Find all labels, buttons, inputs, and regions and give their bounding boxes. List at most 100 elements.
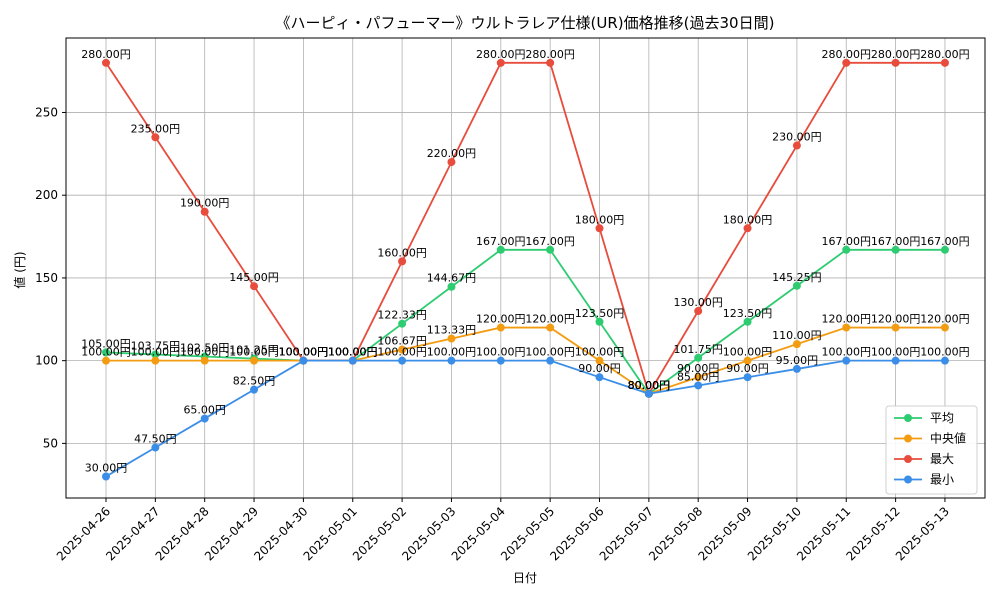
data-label: 80.00円 <box>628 379 671 392</box>
data-label: 100.00円 <box>427 346 477 359</box>
data-point <box>200 414 209 423</box>
series-line-0 <box>105 248 945 396</box>
data-point <box>102 58 110 67</box>
legend-box <box>885 405 978 495</box>
data-point <box>250 385 259 394</box>
data-label: 100.00円 <box>377 346 427 359</box>
data-point <box>694 373 703 382</box>
data-label: 280.00円 <box>525 48 575 61</box>
data-point <box>644 389 653 398</box>
data-label: 100.00円 <box>723 346 773 359</box>
data-label: 100.00円 <box>575 346 625 359</box>
data-point <box>151 350 160 359</box>
data-point <box>940 58 949 67</box>
data-point <box>792 340 801 349</box>
data-point <box>546 323 555 332</box>
data-label: 160.00円 <box>377 246 427 259</box>
legend-label: 最小 <box>930 473 954 487</box>
plot-frame <box>65 37 986 499</box>
data-label: 100.00円 <box>81 346 131 359</box>
data-label: 100.00円 <box>920 346 970 359</box>
series-layer <box>102 58 949 481</box>
data-label: 100.00円 <box>822 346 872 359</box>
data-point <box>792 364 801 373</box>
data-label: 80.00円 <box>628 379 671 392</box>
data-label: 47.50円 <box>134 433 177 446</box>
series-line-1 <box>106 326 945 395</box>
data-label: 167.00円 <box>525 235 575 248</box>
data-label: 101.75円 <box>673 343 723 356</box>
legend-marker <box>904 434 912 443</box>
data-label: 167.00円 <box>920 235 970 248</box>
data-point <box>546 245 555 254</box>
data-point <box>842 58 851 67</box>
data-point <box>496 58 505 67</box>
data-point <box>891 245 900 254</box>
data-point <box>546 356 555 365</box>
data-point <box>250 356 259 365</box>
y-tick-label: 100 <box>35 354 58 368</box>
series-line-3 <box>105 359 945 478</box>
data-label: 65.00円 <box>183 404 226 417</box>
data-point <box>595 317 604 326</box>
data-label: 113.33円 <box>427 324 477 337</box>
grid-layer <box>66 38 985 498</box>
data-label: 102.50円 <box>180 342 230 355</box>
data-label: 123.50円 <box>723 307 773 320</box>
data-point <box>940 323 949 332</box>
legend-marker <box>904 414 912 422</box>
data-label: 100.00円 <box>328 346 378 359</box>
data-label: 106.67円 <box>377 335 427 348</box>
data-point <box>496 245 505 254</box>
data-label: 190.00円 <box>180 197 230 210</box>
data-label: 90.00円 <box>726 362 769 375</box>
data-label: 95.00円 <box>776 354 819 367</box>
y-tick-label: 50 <box>43 436 58 450</box>
data-labels-layer: 105.00円 103.75円 102.50円 101.25円 100.00円 100.0… <box>81 48 969 475</box>
data-point <box>546 58 555 67</box>
data-label: 100.00円 <box>279 346 329 359</box>
data-label: 180.00円 <box>575 213 625 226</box>
data-point <box>792 141 801 150</box>
data-label: 120.00円 <box>476 313 526 326</box>
data-point <box>891 323 900 332</box>
data-point <box>743 224 752 233</box>
data-point <box>398 356 407 365</box>
y-axis-label: 値 (円) <box>12 251 27 288</box>
y-tick-label: 250 <box>35 105 58 119</box>
data-label: 145.00円 <box>229 271 279 284</box>
data-label: 100.00円 <box>279 346 329 359</box>
data-point <box>398 257 407 266</box>
data-point <box>102 472 110 481</box>
data-label: 130.00円 <box>673 296 723 309</box>
data-point <box>447 158 456 167</box>
data-point <box>595 373 604 382</box>
data-label: 230.00円 <box>772 131 822 144</box>
data-label: 100.00円 <box>328 346 378 359</box>
data-label: 100.00円 <box>131 346 181 359</box>
data-label: 110.00円 <box>772 329 822 342</box>
data-point <box>842 323 851 332</box>
data-point <box>398 345 407 354</box>
data-label: 120.00円 <box>871 313 921 326</box>
data-point <box>447 334 456 343</box>
legend-marker <box>904 455 912 463</box>
data-label: 280.00円 <box>476 48 526 61</box>
data-point <box>792 281 801 290</box>
data-label: 280.00円 <box>822 48 872 61</box>
data-label: 280.00円 <box>81 48 131 61</box>
data-point <box>743 317 752 326</box>
data-point <box>102 348 110 357</box>
data-label: 80.00円 <box>628 379 671 392</box>
data-label: 180.00円 <box>723 213 773 226</box>
data-point <box>842 356 851 365</box>
y-tick-label: 150 <box>35 271 58 285</box>
data-label: 280.00円 <box>920 48 970 61</box>
data-point <box>694 307 703 316</box>
data-point <box>102 356 110 365</box>
data-point <box>151 356 160 365</box>
y-tick-label: 200 <box>35 188 58 202</box>
data-point <box>891 356 900 365</box>
data-point <box>940 245 949 254</box>
